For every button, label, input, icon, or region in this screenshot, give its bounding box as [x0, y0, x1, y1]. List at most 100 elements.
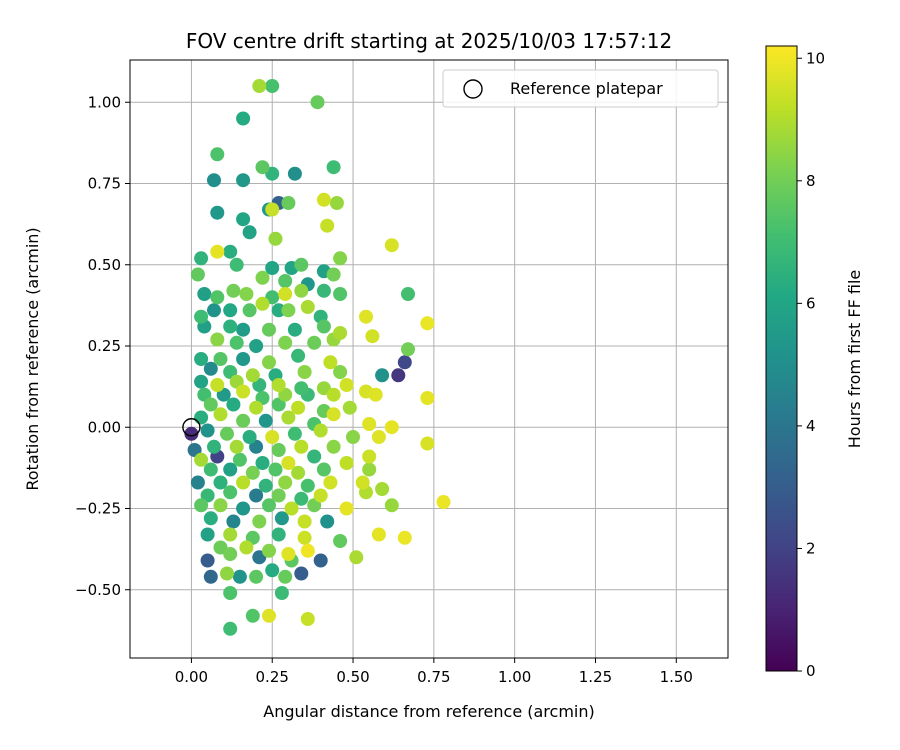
data-point-14	[329, 196, 344, 210]
y-tick-label-3: 0.25	[88, 337, 121, 355]
data-point-180	[226, 514, 241, 529]
data-point-30	[333, 251, 348, 266]
data-point-89	[210, 378, 225, 392]
data-point-110	[291, 400, 306, 415]
data-point-204	[203, 569, 218, 584]
data-point-38	[210, 290, 225, 305]
data-point-176	[339, 501, 354, 516]
data-point-146	[362, 449, 377, 464]
data-point-5	[255, 160, 270, 175]
data-point-24	[223, 244, 238, 259]
data-point-196	[281, 547, 296, 561]
data-point-46	[401, 287, 415, 301]
data-point-40	[239, 287, 254, 301]
data-point-42	[278, 287, 293, 301]
data-point-13	[316, 192, 331, 207]
data-point-212	[274, 586, 289, 600]
data-point-130	[371, 430, 386, 444]
data-point-62	[287, 322, 302, 337]
x-tick-label-4: 1.00	[498, 668, 531, 686]
data-point-21	[268, 231, 283, 246]
legend-marker	[463, 79, 483, 99]
data-point-104	[368, 387, 383, 402]
data-point-123	[200, 423, 215, 438]
data-point-82	[245, 368, 260, 383]
data-point-70	[307, 335, 322, 350]
data-point-203	[313, 553, 328, 568]
data-point-102	[326, 387, 341, 402]
data-point-122	[184, 426, 199, 441]
data-point-76	[262, 355, 276, 370]
data-point-120	[362, 417, 377, 431]
data-point-170	[194, 498, 209, 513]
data-point-98	[236, 384, 251, 399]
data-point-106	[203, 397, 218, 412]
data-point-125	[242, 430, 257, 444]
data-point-22	[384, 238, 399, 253]
data-point-167	[294, 491, 309, 506]
data-point-6	[326, 160, 341, 175]
data-point-158	[278, 475, 293, 490]
data-point-133	[207, 439, 221, 454]
data-point-43	[294, 283, 309, 298]
data-point-128	[313, 423, 328, 438]
data-point-74	[213, 352, 228, 366]
data-point-105	[420, 391, 435, 405]
data-point-182	[274, 511, 289, 526]
y-tick-label-2: 0.00	[88, 418, 121, 436]
data-point-198	[349, 550, 364, 565]
data-point-189	[297, 530, 312, 545]
data-point-12	[281, 196, 296, 210]
data-point-54	[300, 300, 315, 314]
data-point-155	[213, 475, 228, 490]
data-point-9	[207, 173, 221, 188]
data-point-121	[384, 420, 399, 435]
data-point-174	[284, 501, 299, 516]
data-point-32	[326, 267, 341, 282]
data-point-184	[320, 514, 335, 529]
data-point-142	[255, 456, 270, 470]
data-point-215	[300, 612, 315, 626]
colorbar-tick-label-5: 10	[806, 49, 825, 67]
data-point-154	[190, 475, 205, 490]
data-point-112	[342, 400, 357, 415]
data-point-69	[278, 335, 293, 350]
data-point-2	[310, 95, 325, 110]
y-axis-label: Rotation from reference (arcmin)	[23, 227, 42, 490]
data-point-168	[313, 488, 328, 503]
data-point-214	[262, 608, 276, 623]
x-axis-label: Angular distance from reference (arcmin)	[263, 702, 594, 721]
colorbar-tick-label-4: 8	[806, 172, 816, 190]
data-point-117	[281, 410, 296, 425]
chart-title: FOV centre drift starting at 2025/10/03 …	[186, 29, 672, 53]
data-point-148	[223, 462, 238, 477]
x-tick-label-1: 0.25	[256, 668, 289, 686]
data-point-63	[316, 319, 331, 334]
data-point-44	[316, 283, 331, 298]
data-point-16	[265, 202, 280, 217]
data-point-68	[249, 339, 264, 353]
data-point-20	[242, 225, 257, 240]
colorbar-tick-label-1: 2	[806, 539, 816, 557]
data-point-157	[258, 478, 273, 493]
data-point-127	[287, 426, 302, 441]
x-tick-label-6: 1.50	[660, 668, 693, 686]
data-point-183	[297, 514, 312, 529]
data-point-85	[333, 365, 348, 379]
y-tick-label-0: −0.50	[75, 581, 121, 599]
data-point-188	[271, 527, 286, 542]
data-point-194	[239, 540, 254, 555]
x-axis-ticks: 0.00 0.25 0.50 0.75 1.00 1.25 1.50	[175, 658, 693, 686]
data-point-49	[223, 303, 238, 318]
data-point-29	[294, 257, 309, 272]
colorbar-tick-label-0: 0	[806, 662, 816, 680]
data-point-137	[294, 439, 309, 454]
data-point-113	[194, 410, 209, 425]
data-point-156	[236, 475, 251, 490]
data-point-173	[262, 498, 276, 513]
data-point-164	[223, 485, 238, 500]
data-point-47	[194, 309, 209, 324]
data-point-61	[262, 322, 276, 337]
data-point-45	[333, 287, 348, 301]
data-point-37	[197, 287, 212, 301]
